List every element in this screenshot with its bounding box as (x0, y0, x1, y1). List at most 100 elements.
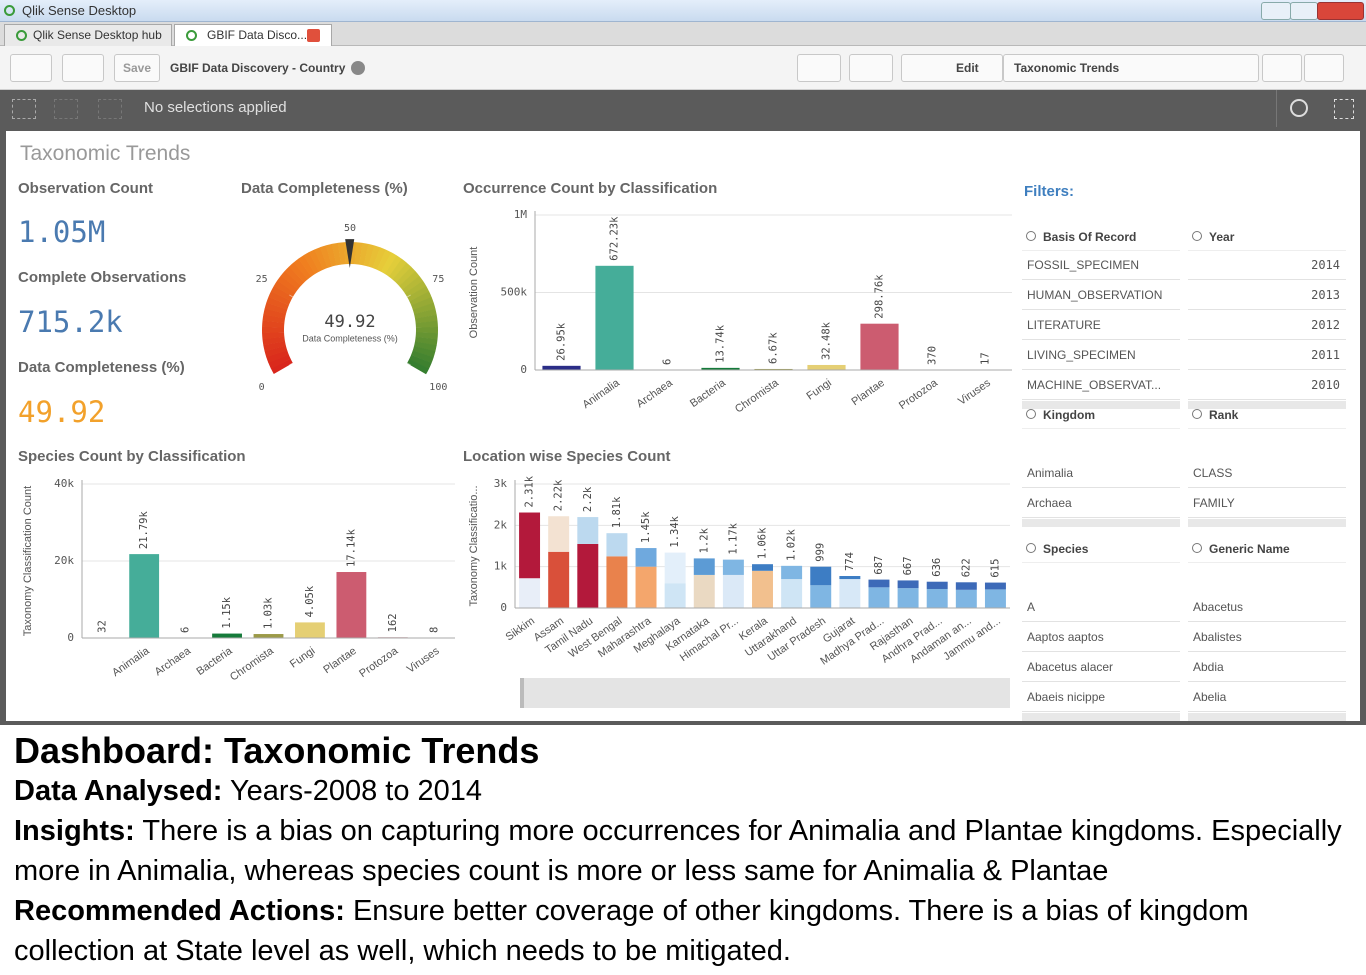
filter-item[interactable]: Abaeis nicippe (1022, 683, 1180, 712)
tab-label: GBIF Data Disco... (207, 28, 308, 42)
value-label: 1.06k (757, 527, 769, 559)
bar-segment (606, 533, 628, 557)
filter-item[interactable]: MACHINE_OBSERVAT... (1022, 371, 1180, 400)
value-label: 774 (844, 552, 856, 571)
gauge-arc (414, 314, 438, 324)
gauge-arc (399, 271, 420, 290)
bar-segment (693, 574, 715, 608)
filter-item[interactable]: FAMILY (1188, 489, 1346, 518)
previous-sheet[interactable] (1262, 54, 1302, 82)
filter-item[interactable]: 2014 (1188, 251, 1346, 280)
gauge-arc (407, 358, 430, 375)
y-tick-label: 3k (494, 477, 508, 490)
value-label: 8 (428, 627, 440, 633)
value-label: 1.15k (221, 596, 233, 628)
filter-item[interactable]: Abacetus alacer (1022, 653, 1180, 682)
value-label: 667 (902, 556, 914, 575)
app-info[interactable] (351, 61, 365, 75)
close-button[interactable] (1317, 2, 1364, 20)
filter-item[interactable]: LITERATURE (1022, 311, 1180, 340)
filter-item[interactable]: LIVING_SPECIMEN (1022, 341, 1180, 370)
filter-item[interactable]: 2011 (1188, 341, 1346, 370)
gauge-arc (273, 280, 296, 297)
bar (754, 368, 793, 370)
y-axis-label: Observation Count (468, 247, 480, 339)
navigation-button[interactable] (10, 54, 52, 82)
bar-segment (781, 565, 803, 580)
maximize-button[interactable] (1290, 2, 1318, 20)
filter-item[interactable]: Aaptos aaptos (1022, 623, 1180, 652)
filter-item[interactable]: FOSSIL_SPECIMEN (1022, 251, 1180, 280)
minimize-button[interactable] (1261, 2, 1291, 20)
bar-segment (722, 559, 744, 575)
chart-title: Data Completeness (%) (241, 180, 408, 197)
tab-close[interactable] (307, 29, 320, 42)
filter-scroll (1022, 519, 1180, 527)
gauge-arc (414, 308, 437, 319)
filter-item[interactable]: HUMAN_OBSERVATION (1022, 281, 1180, 310)
filter-item[interactable]: CLASS (1188, 459, 1346, 488)
filter-title: Rank (1209, 408, 1239, 422)
filter-item[interactable]: Animalia (1022, 459, 1180, 488)
bar-segment (810, 566, 832, 586)
clear-selection[interactable] (98, 99, 122, 119)
y-tick-label: 1k (494, 560, 508, 573)
gauge-arc (270, 358, 293, 374)
gauge-arc (262, 326, 285, 334)
selection-bar: No selections applied (0, 90, 1366, 127)
toolbar: Save GBIF Data Discovery - Country Edit … (0, 46, 1366, 90)
divider (1276, 90, 1277, 127)
gauge-arc (392, 262, 412, 283)
filter-header-line (1188, 428, 1346, 429)
search-icon (1192, 543, 1202, 553)
filter-item[interactable]: 2010 (1188, 371, 1346, 400)
gauge-arc (319, 245, 333, 268)
bookmark-button[interactable] (849, 54, 893, 82)
filter-scroll (1022, 401, 1180, 409)
tab[interactable]: Qlik Sense Desktop hub (4, 24, 172, 46)
edit-button[interactable]: Edit (901, 54, 1003, 82)
bar-segment (839, 579, 861, 608)
filter-item[interactable]: Archaea (1022, 489, 1180, 518)
gauge-arc (268, 354, 291, 369)
back-selection[interactable] (12, 99, 36, 119)
search-icon (1192, 409, 1202, 419)
sheet-selector[interactable]: Taxonomic Trends (1003, 54, 1259, 82)
search-button[interactable] (1290, 99, 1308, 117)
save-button[interactable]: Save (114, 54, 160, 82)
tab-label: Qlik Sense Desktop hub (33, 28, 162, 42)
gauge-arc (415, 320, 438, 328)
caption-paragraph: Data Analysed: Years-2008 to 2014 (14, 771, 1359, 811)
filter-item[interactable]: Abacetus (1188, 593, 1346, 622)
selection-tool[interactable] (1334, 99, 1354, 119)
value-label: 298.76k (874, 274, 886, 319)
filter-item[interactable]: Abdia (1188, 653, 1346, 682)
filter-item[interactable]: 2013 (1188, 281, 1346, 310)
bar-segment (722, 574, 744, 608)
menu-button[interactable] (62, 54, 104, 82)
gauge-arc (263, 308, 287, 319)
gauge-tick (406, 294, 411, 298)
filter-item[interactable]: Abelia (1188, 683, 1346, 712)
scrollbar-handle (520, 678, 524, 708)
value-label: 6 (180, 627, 192, 633)
gauge-tick-label: 50 (344, 223, 356, 234)
filter-item[interactable]: Abalistes (1188, 623, 1346, 652)
bar-segment (984, 582, 1006, 590)
gauge-arc (359, 242, 369, 266)
forward-selection[interactable] (54, 99, 78, 119)
filter-item[interactable]: 2012 (1188, 311, 1346, 340)
next-sheet[interactable] (1304, 54, 1344, 82)
value-label: 1.03k (263, 597, 275, 629)
tab[interactable]: GBIF Data Disco... (174, 24, 332, 46)
value-label: 687 (873, 556, 885, 575)
gauge-tick (406, 362, 411, 366)
bar-segment (577, 543, 599, 608)
chart-title: Location wise Species Count (463, 448, 671, 465)
bar-segment (548, 551, 570, 608)
gauge-arc (412, 345, 436, 358)
filter-item[interactable]: A (1022, 593, 1180, 622)
present-button[interactable] (797, 54, 841, 82)
caption-heading: Dashboard: Taxonomic Trends (14, 730, 540, 771)
paragraph-text: Years-2008 to 2014 (229, 775, 483, 807)
